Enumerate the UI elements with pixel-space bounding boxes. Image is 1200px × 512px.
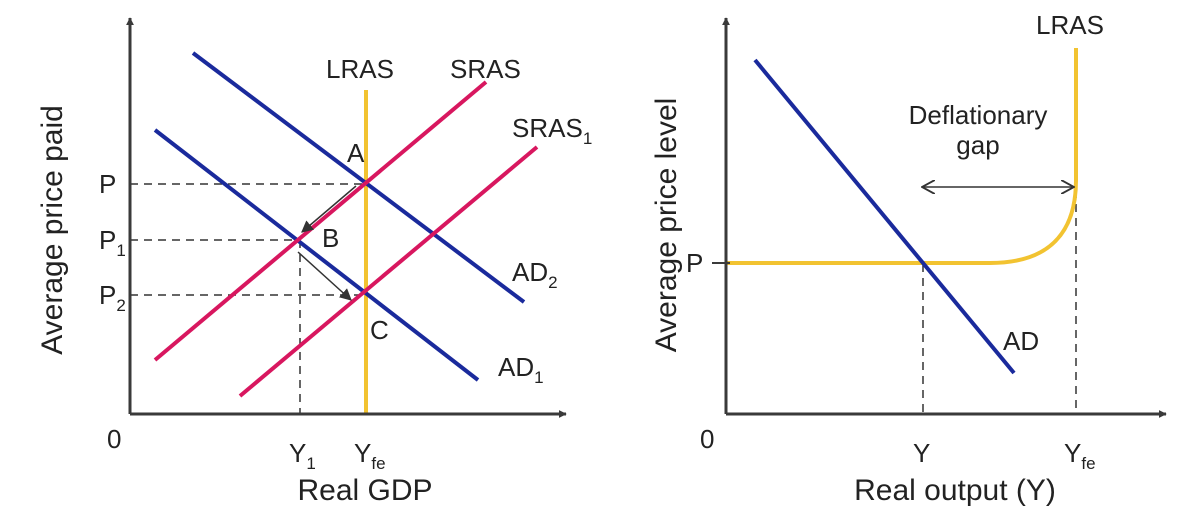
arrow-a-to-b: [301, 185, 357, 233]
left-y-axis-title: Average price paid: [36, 105, 69, 355]
right-origin-label: 0: [700, 424, 714, 454]
deflationary-gap-label-line1: Deflationary: [909, 100, 1048, 130]
deflationary-gap-label-line2: gap: [956, 130, 999, 160]
tick-y1: Y1: [289, 438, 316, 473]
ad1-label: AD1: [498, 352, 544, 387]
tick-p1-sub: 1: [116, 241, 125, 260]
tick-p1: P1: [99, 225, 126, 260]
right-ad-label: AD: [1003, 326, 1039, 356]
left-origin-label: 0: [107, 424, 121, 454]
left-x-axis-title: Real GDP: [297, 474, 432, 507]
tick-p2: P2: [99, 280, 126, 315]
right-tick-yfe-sub: fe: [1081, 454, 1095, 473]
tick-yfe-main: Y: [354, 438, 371, 468]
tick-y1-main: Y: [289, 438, 306, 468]
left-diagram: Average price paid Real GDP 0 LRAS SRAS …: [36, 17, 592, 507]
right-tick-yfe-main: Y: [1064, 438, 1081, 468]
sras1-line: [238, 145, 539, 398]
sras1-label-main: SRAS: [512, 113, 583, 143]
lras-label: LRAS: [326, 54, 394, 84]
right-x-axis-title: Real output (Y): [854, 474, 1056, 507]
ad2-label: AD2: [512, 257, 558, 292]
point-b-label: B: [322, 223, 339, 253]
point-c-label: C: [370, 315, 389, 345]
tick-p: P: [99, 169, 116, 199]
ad2-label-sub: 2: [548, 273, 557, 292]
tick-p2-sub: 2: [116, 296, 125, 315]
tick-yfe: Yfe: [354, 438, 386, 473]
tick-p2-main: P: [99, 280, 116, 310]
right-diagram: Average price level Real output (Y) 0 LR…: [650, 10, 1167, 507]
ad2-line: [191, 51, 526, 304]
ad2-label-main: AD: [512, 257, 548, 287]
sras1-label: SRAS1: [512, 113, 592, 148]
right-tick-y: Y: [913, 438, 930, 468]
right-lras-curve: [726, 48, 1078, 265]
arrow-b-to-c: [297, 251, 352, 301]
tick-y1-sub: 1: [306, 454, 315, 473]
sras-line: [153, 80, 488, 362]
ad1-label-main: AD: [498, 352, 534, 382]
tick-p1-main: P: [99, 225, 116, 255]
ad1-line: [153, 128, 480, 382]
right-ad-line: [753, 58, 1016, 375]
sras1-label-sub: 1: [583, 129, 592, 148]
right-y-axis-title: Average price level: [650, 98, 683, 353]
right-tick-yfe: Yfe: [1064, 438, 1096, 473]
ad1-label-sub: 1: [534, 368, 543, 387]
right-lras-label: LRAS: [1036, 10, 1104, 40]
sras-label: SRAS: [450, 54, 521, 84]
point-a-label: A: [347, 138, 365, 168]
right-tick-p: P: [686, 248, 703, 278]
tick-yfe-sub: fe: [371, 454, 385, 473]
